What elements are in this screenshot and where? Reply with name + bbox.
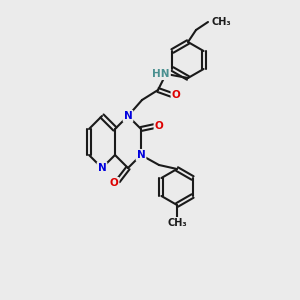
Text: N: N: [124, 111, 132, 121]
Text: CH₃: CH₃: [212, 17, 232, 27]
Text: O: O: [154, 121, 164, 131]
Text: HN: HN: [152, 69, 170, 79]
Text: O: O: [172, 90, 180, 100]
Text: N: N: [98, 163, 106, 173]
Text: N: N: [136, 150, 146, 160]
Text: O: O: [110, 178, 118, 188]
Text: CH₃: CH₃: [167, 218, 187, 228]
